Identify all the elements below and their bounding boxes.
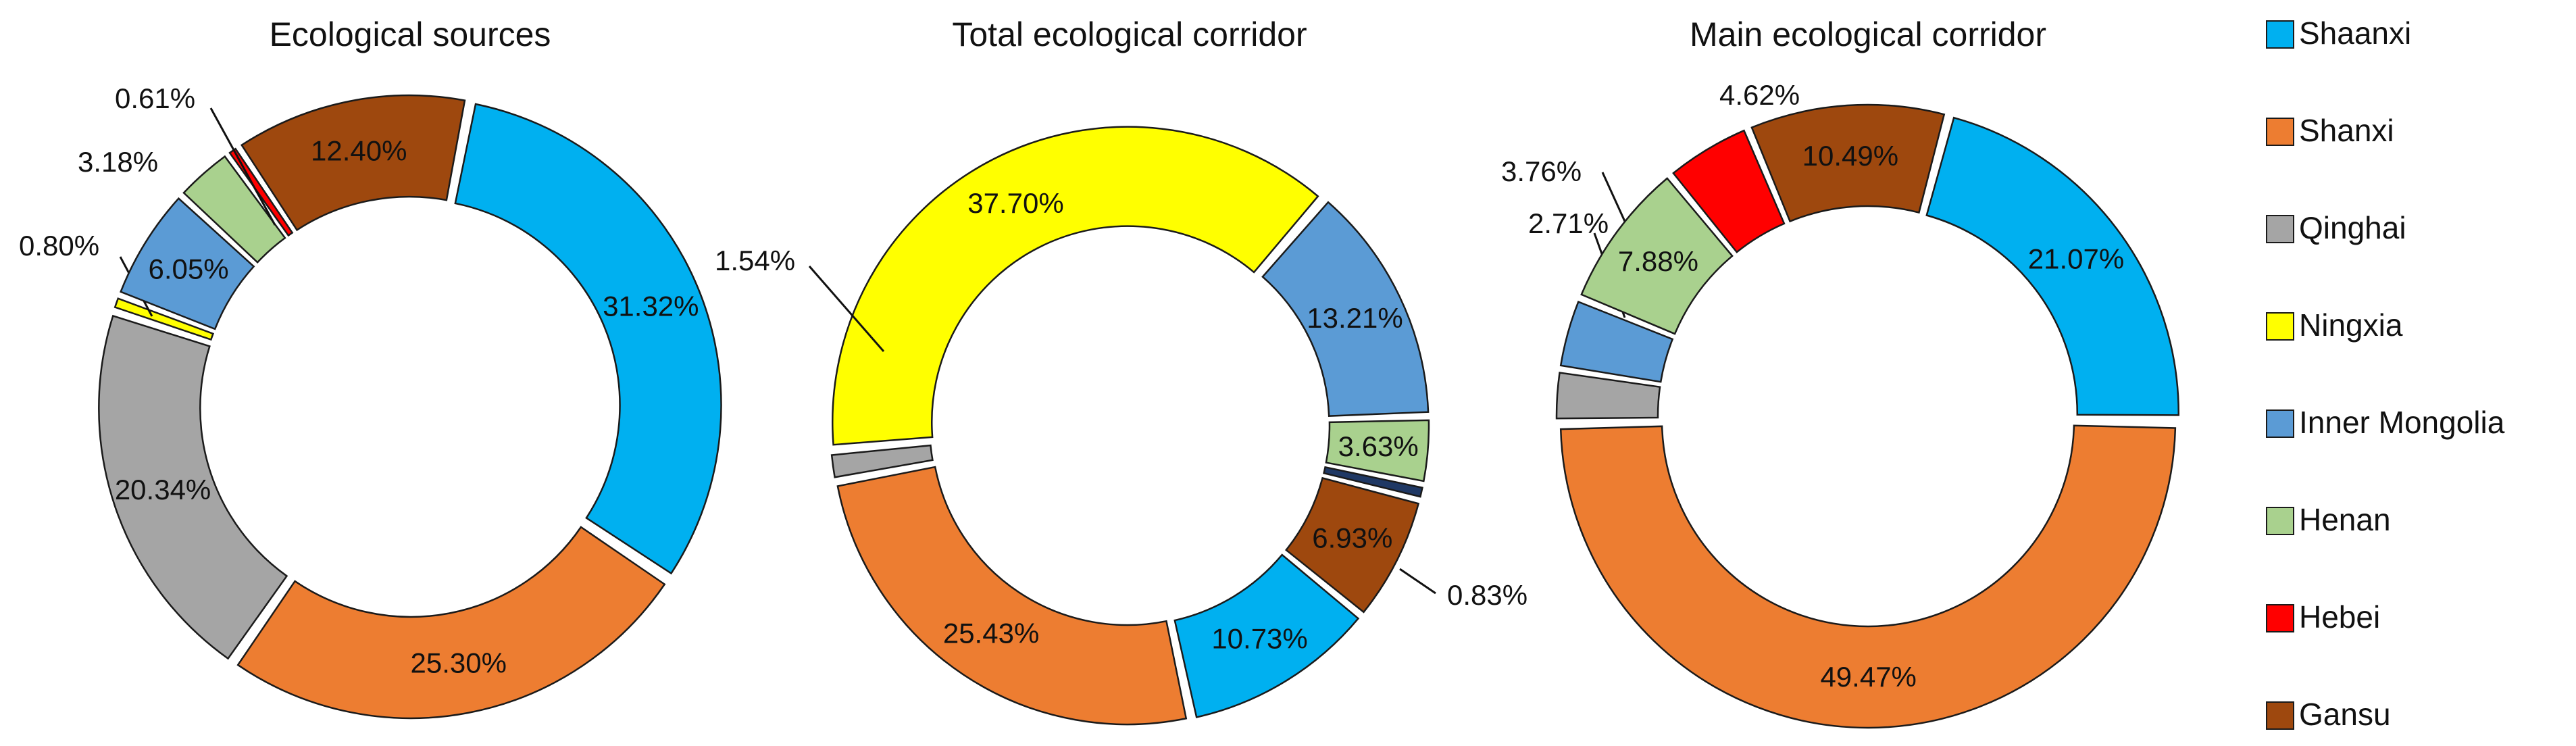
chart-title: Total ecological corridor xyxy=(952,16,1307,53)
legend-item-gansu: Gansu xyxy=(2266,697,2391,732)
slice-label: 37.70% xyxy=(967,187,1063,219)
legend-item-shaanxi: Shaanxi xyxy=(2266,16,2411,51)
slice-gansu xyxy=(1284,476,1420,614)
legend-item-henan: Henan xyxy=(2266,502,2391,537)
slice-label: 20.34% xyxy=(115,474,211,505)
slice-label: 7.88% xyxy=(1618,245,1698,277)
legend-label: Shaanxi xyxy=(2299,16,2411,51)
donut-main-ecological-corridor: Main ecological corridor 21.07% 49.47% 2.71… xyxy=(1501,16,2180,729)
legend-label: Inner Mongolia xyxy=(2299,405,2505,440)
slice-shanxi xyxy=(836,466,1188,726)
slice-henan xyxy=(1580,177,1734,335)
slice-gansu xyxy=(1750,103,1946,223)
slice-dark-segment xyxy=(1323,466,1423,498)
slice-label: 3.63% xyxy=(1338,430,1419,462)
legend-item-ningxia: Ningxia xyxy=(2266,307,2403,343)
legend-swatch xyxy=(2266,409,2294,438)
legend-label: Shanxi xyxy=(2299,113,2394,148)
slice-label: 25.43% xyxy=(943,617,1039,649)
slice-label: 1.54% xyxy=(715,245,795,276)
slice-gansu xyxy=(241,94,466,232)
slice-label: 3.18% xyxy=(78,146,158,178)
legend-label: Henan xyxy=(2299,502,2391,537)
slice-label: 0.80% xyxy=(19,230,99,262)
legend-swatch xyxy=(2266,701,2294,730)
legend-item-shanxi: Shanxi xyxy=(2266,113,2394,148)
legend-swatch xyxy=(2266,118,2294,146)
slice-inner-mongolia xyxy=(120,197,255,330)
legend-label: Gansu xyxy=(2299,697,2391,732)
donut-total-ecological-corridor: Total ecological corridor 37.70% 13.21% 3.6… xyxy=(715,16,1527,726)
slice-hebei xyxy=(1672,129,1786,253)
legend-swatch xyxy=(2266,215,2294,243)
slice-label: 10.73% xyxy=(1211,622,1307,654)
legend-label: Ningxia xyxy=(2299,307,2403,343)
slice-label: 0.83% xyxy=(1447,579,1527,611)
legend-item-hebei: Hebei xyxy=(2266,599,2380,635)
slice-label: 6.93% xyxy=(1312,522,1392,554)
slice-label: 6.05% xyxy=(148,253,228,284)
slice-label: 0.61% xyxy=(115,82,195,114)
slice-label: 10.49% xyxy=(1802,140,1898,172)
chart-title: Main ecological corridor xyxy=(1690,16,2046,53)
legend-item-qinghai: Qinghai xyxy=(2266,210,2406,245)
slice-label: 25.30% xyxy=(410,647,506,678)
legend-label: Hebei xyxy=(2299,599,2380,635)
slice-qinghai xyxy=(1555,372,1661,420)
slice-qinghai xyxy=(98,314,288,660)
slice-ningxia xyxy=(113,297,215,341)
slice-label: 4.62% xyxy=(1719,79,1800,111)
leader-line xyxy=(1399,568,1436,595)
legend-item-inner-mongolia: Inner Mongolia xyxy=(2266,405,2505,440)
leader-line xyxy=(808,266,885,352)
slice-henan xyxy=(182,155,286,264)
legend-swatch xyxy=(2266,20,2294,49)
leader-line xyxy=(209,107,276,226)
legend: Shaanxi Shanxi Qinghai Ningxia Inner Mongoli… xyxy=(2266,16,2505,732)
chart-title: Ecological sources xyxy=(270,16,551,53)
slice-henan xyxy=(1325,419,1430,482)
legend-swatch xyxy=(2266,604,2294,632)
slice-inner-mongolia xyxy=(1261,201,1430,417)
slice-shanxi xyxy=(236,526,666,720)
legend-swatch xyxy=(2266,507,2294,535)
legend-swatch xyxy=(2266,312,2294,341)
legend-label: Qinghai xyxy=(2299,210,2406,245)
donut-ecological-sources: Ecological sources 31.32% 25.30% 20.34% 0.80… xyxy=(19,16,722,720)
slice-shanxi xyxy=(1559,424,2177,729)
slice-shaanxi xyxy=(1173,553,1360,718)
slice-label: 49.47% xyxy=(1820,661,1916,693)
slice-ningxia xyxy=(832,126,1319,446)
slice-label: 12.40% xyxy=(311,135,407,167)
slice-label: 3.76% xyxy=(1501,155,1582,187)
slice-label: 31.32% xyxy=(603,291,699,322)
slice-label: 13.21% xyxy=(1307,302,1403,334)
slice-qinghai xyxy=(830,444,934,478)
slice-inner-mongolia xyxy=(1559,301,1674,383)
slice-label: 2.71% xyxy=(1528,207,1609,239)
slice-shaanxi xyxy=(1925,116,2180,416)
slice-shaanxi xyxy=(454,103,722,575)
slice-label: 21.07% xyxy=(2028,243,2124,274)
